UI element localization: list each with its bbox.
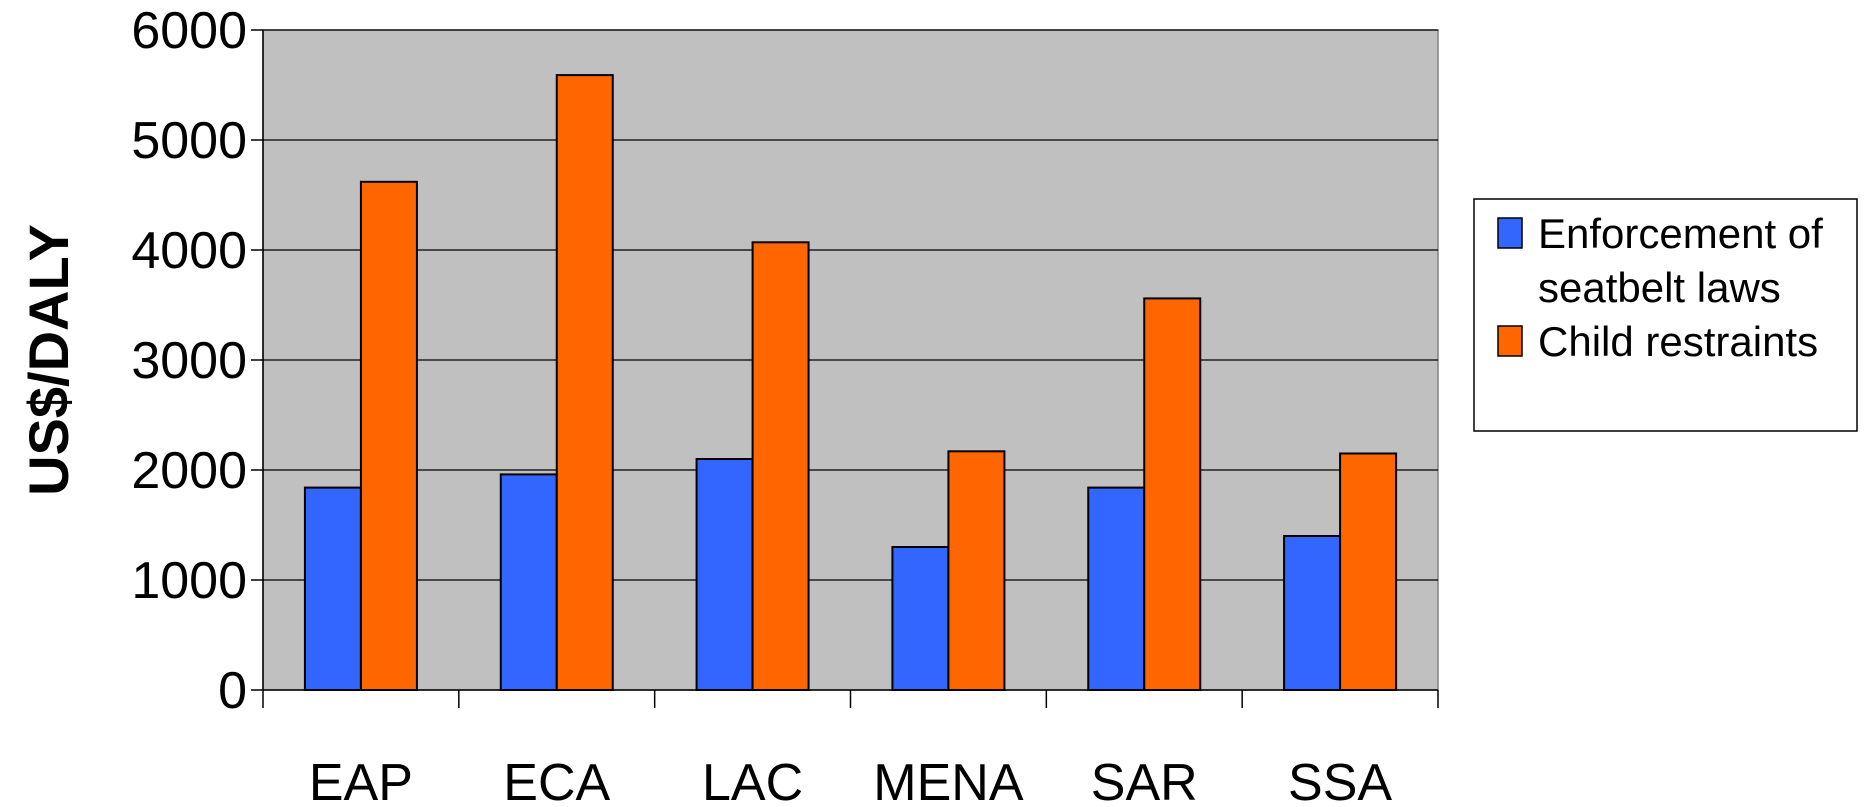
- y-tick-label: 4000: [131, 222, 247, 280]
- bar-mena-series-2: [947, 450, 1006, 691]
- bar-sar-series-1: [1087, 486, 1146, 691]
- axes: [251, 29, 1439, 708]
- y-tick-label: 5000: [131, 112, 247, 170]
- y-tick-label: 3000: [131, 332, 247, 390]
- bar-eap-series-2: [359, 180, 418, 692]
- y-tick-label: 0: [218, 662, 247, 720]
- legend-label: Child restraints: [1538, 318, 1818, 365]
- bar-mena-series-1: [891, 546, 950, 691]
- y-axis-label: US$/DALY: [17, 224, 80, 496]
- y-tick-label: 1000: [131, 552, 247, 610]
- legend-swatch: [1497, 217, 1523, 249]
- bar-lac-series-2: [751, 241, 810, 692]
- x-tick-label: SAR: [1091, 754, 1198, 807]
- bar-eap-series-1: [303, 486, 362, 691]
- x-tick-label: MENA: [873, 754, 1024, 807]
- x-tick-label: ECA: [503, 754, 610, 807]
- bar-eca-series-2: [555, 74, 614, 692]
- legend-label: Enforcement of seatbelt laws: [1538, 210, 1823, 311]
- bar-sar-series-2: [1143, 297, 1202, 691]
- bar-lac-series-1: [695, 458, 754, 691]
- x-tick-label: LAC: [702, 754, 803, 807]
- bar-ssa-series-2: [1339, 452, 1398, 691]
- legend-swatch: [1497, 325, 1523, 357]
- y-tick-label: 2000: [131, 442, 247, 500]
- gridlines: [263, 29, 1438, 581]
- legend-box: [1473, 198, 1858, 432]
- x-tick-label: EAP: [309, 754, 413, 807]
- bars: [303, 74, 1398, 692]
- bar-eca-series-1: [499, 473, 558, 691]
- x-tick-label: SSA: [1288, 754, 1392, 807]
- legend: Enforcement of seatbelt laws Child restrai…: [1473, 198, 1858, 432]
- y-tick-labels: 0 1000 2000 3000 4000 5000 6000: [131, 2, 247, 720]
- bar-ssa-series-1: [1283, 535, 1342, 691]
- y-tick-label: 6000: [131, 2, 247, 60]
- x-tick-labels: EAP ECA LAC MENA SAR SSA: [309, 754, 1393, 807]
